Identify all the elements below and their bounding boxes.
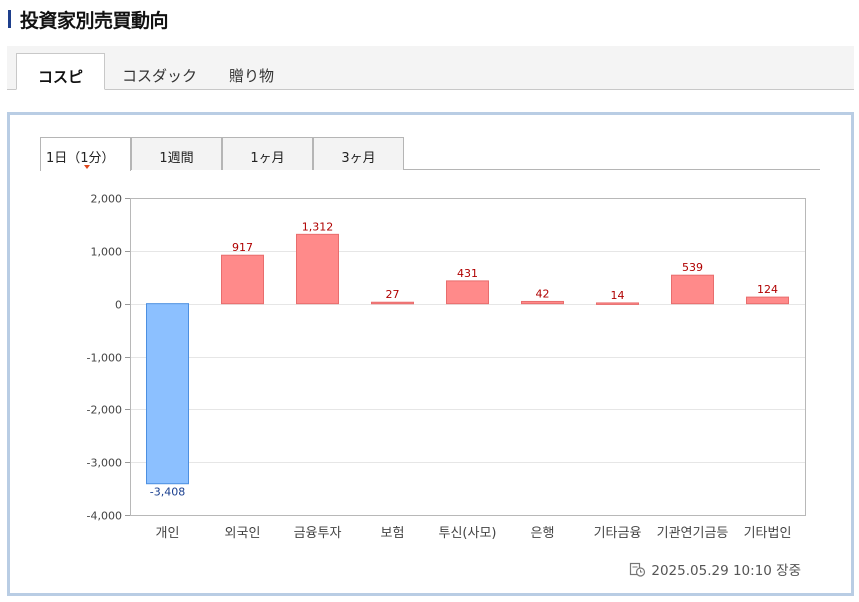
data-label: 917 (232, 241, 253, 254)
data-label: 27 (386, 288, 400, 301)
tab-1month[interactable]: 1ヶ月 (222, 137, 313, 170)
selected-caret-icon (84, 165, 90, 169)
timestamp-text: 2025.05.29 10:10 장중 (651, 563, 801, 579)
title-accent-bar (8, 10, 11, 28)
x-tick-label: 개인 (156, 526, 180, 541)
bar (296, 233, 339, 305)
plot-frame (130, 198, 806, 516)
y-tick-label: 1,000 (91, 246, 123, 259)
data-label: 1,312 (302, 220, 334, 233)
y-tick-label: 2,000 (91, 193, 123, 206)
timestamp: 2025.05.29 10:10 장중 (629, 559, 801, 579)
page-title: 投資家別売買動向 (20, 9, 169, 32)
bar (446, 280, 489, 305)
bar (146, 303, 189, 485)
bar (221, 254, 264, 305)
x-tick-label: 기타법인 (744, 526, 792, 541)
chart-panel: 1日（1分） 1週間 1ヶ月 3ヶ月 2,000 1,000 0 -1,000 -2,0… (7, 112, 854, 596)
data-label: 42 (536, 287, 550, 300)
y-tick-label: -1,000 (87, 352, 122, 365)
tab-gift[interactable]: 贈り物 (229, 67, 275, 85)
bar (671, 274, 714, 305)
tab-3month[interactable]: 3ヶ月 (313, 137, 404, 170)
y-tick-label: -3,000 (87, 457, 122, 470)
bar (521, 300, 564, 305)
tab-1week[interactable]: 1週間 (131, 137, 222, 170)
tab-kospi[interactable]: コスピ (16, 53, 105, 90)
y-tick-label: 0 (115, 299, 122, 312)
tab-1day[interactable]: 1日（1分） (40, 137, 131, 171)
x-tick-label: 은행 (531, 525, 555, 541)
x-tick-label: 외국인 (225, 526, 261, 541)
bar-chart: 2,000 1,000 0 -1,000 -2,000 -3,000 -4,000 -3,40… (87, 193, 806, 541)
clock-icon (630, 562, 646, 577)
market-tabs: コスピ コスダック 贈り物 (7, 46, 854, 90)
x-tick-label: 금융투자 (294, 526, 342, 541)
x-tick-label: 투신(사모) (439, 526, 497, 541)
x-tick-label: 기타금융 (594, 526, 642, 541)
bar (596, 302, 639, 305)
bar (746, 296, 789, 305)
bar (371, 301, 414, 305)
y-tick-label: -2,000 (87, 404, 122, 417)
page-title-wrap: 投資家別売買動向 (8, 6, 169, 32)
x-tick-label: 기관연기금등 (657, 526, 729, 541)
data-label: 14 (611, 289, 625, 302)
data-label: 539 (682, 261, 703, 274)
data-label: 124 (757, 283, 778, 296)
tab-kosdaq[interactable]: コスダック (122, 67, 198, 85)
data-label: 431 (457, 267, 478, 280)
tab-1day-label: 1日（1分） (46, 151, 115, 166)
period-tabs: 1日（1分） 1週間 1ヶ月 3ヶ月 (40, 137, 820, 171)
x-tick-label: 보험 (381, 526, 405, 541)
y-tick-label: -4,000 (87, 510, 122, 523)
data-label: -3,408 (150, 486, 185, 499)
